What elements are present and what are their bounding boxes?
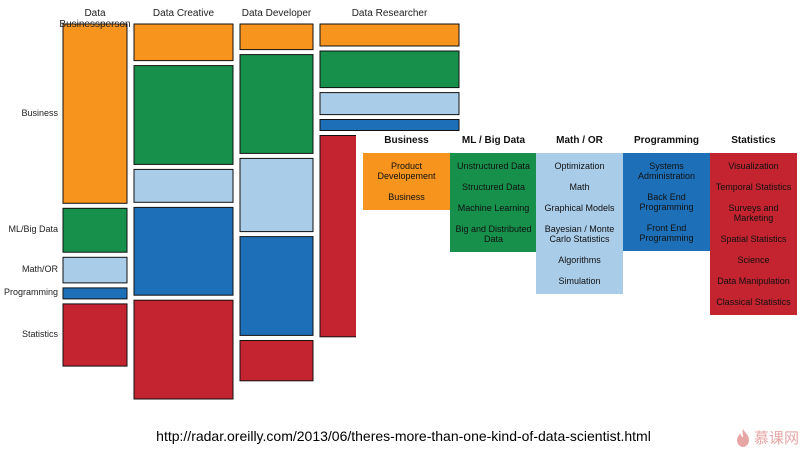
mosaic-cell-3-math-or — [239, 157, 314, 233]
skill-item: Product Developement — [377, 161, 436, 181]
row-label: Programming — [3, 287, 58, 298]
mosaic-cell-4-business — [319, 23, 460, 47]
skill-item: Math — [569, 182, 590, 192]
mosaic-cell-4-ml-big-data — [319, 50, 460, 89]
panel-title: ML / Big Data — [461, 135, 526, 146]
skills-overlay-panel: Business Product Developement Business ML /… — [356, 131, 807, 361]
mosaic-cell-1-statistics — [62, 303, 128, 367]
skill-item: Data Manipulation — [717, 276, 790, 286]
skill-item: Simulation — [558, 276, 601, 286]
row-label: ML/Big Data — [8, 224, 58, 235]
skill-item: Systems Administration — [637, 161, 696, 181]
mosaic-cell-2-programming — [133, 206, 234, 296]
skill-item: Science — [737, 255, 770, 265]
mosaic-cell-1-math-or — [62, 256, 128, 284]
panel-title: Business — [384, 135, 429, 146]
skill-item: Back End Programming — [639, 192, 694, 212]
skill-item: Big and Distributed Data — [455, 224, 532, 244]
skill-item: Classical Statistics — [716, 297, 791, 307]
skill-item: Graphical Models — [544, 203, 615, 213]
mosaic-cell-1-ml-big-data — [62, 207, 128, 253]
skill-item: Business — [388, 192, 425, 202]
column-header: Data Creative — [152, 8, 215, 19]
mosaic-cell-2-math-or — [133, 168, 234, 203]
mosaic-cell-1-programming — [62, 287, 128, 300]
panel-title: Programming — [633, 135, 699, 146]
skill-panel: Visualization Temporal Statistics Surveys … — [710, 153, 797, 315]
mosaic-cell-2-ml-big-data — [133, 65, 234, 165]
mosaic-cell-3-programming — [239, 236, 314, 336]
skill-item: Front End Programming — [639, 223, 694, 243]
row-label: Math/OR — [21, 264, 58, 275]
mosaic-cell-4-math-or — [319, 92, 460, 116]
skill-panel: Product Developement Business — [363, 153, 450, 210]
mosaic-cell-3-statistics — [239, 340, 314, 382]
skill-item: Algorithms — [558, 255, 601, 265]
row-label: Statistics — [21, 328, 58, 339]
mosaic-cell-4-programming — [319, 119, 460, 131]
skill-panel: Optimization Math Graphical Models Bayesian… — [536, 153, 623, 294]
mosaic-cell-2-statistics — [133, 299, 234, 400]
skill-item: Unstructured Data — [456, 161, 531, 171]
site-logo: 慕课网 — [736, 427, 799, 448]
mosaic-cell-3-business — [239, 23, 314, 51]
mosaic-cell-3-ml-big-data — [239, 54, 314, 154]
skill-item: Optimization — [554, 161, 605, 171]
skill-item: Visualization — [728, 161, 779, 171]
skill-item: Structured Data — [461, 182, 526, 192]
mosaic-cell-1-business — [62, 23, 128, 204]
mosaic-cell-2-business — [133, 23, 234, 62]
skill-item: Temporal Statistics — [715, 182, 792, 192]
source-url: http://radar.oreilly.com/2013/06/theres-… — [156, 428, 651, 444]
row-label: Business — [21, 107, 58, 118]
skill-item: Bayesian / Monte Carlo Statistics — [544, 224, 615, 244]
skill-panel: Unstructured Data Structured Data Machine … — [450, 153, 537, 252]
panel-title: Math / OR — [556, 135, 603, 146]
skill-item: Spatial Statistics — [720, 234, 787, 244]
skill-item: Surveys and Marketing — [728, 203, 779, 223]
skill-item: Machine Learning — [457, 203, 530, 213]
column-header: Data Businessperson — [59, 8, 131, 30]
skill-panel: Systems Administration Back End Programmi… — [623, 153, 710, 251]
column-header: Data Researcher — [351, 8, 428, 19]
panel-title: Statistics — [731, 135, 776, 146]
flame-icon — [736, 428, 749, 447]
column-header: Data Developer — [241, 8, 312, 19]
logo-text: 慕课网 — [753, 429, 799, 447]
